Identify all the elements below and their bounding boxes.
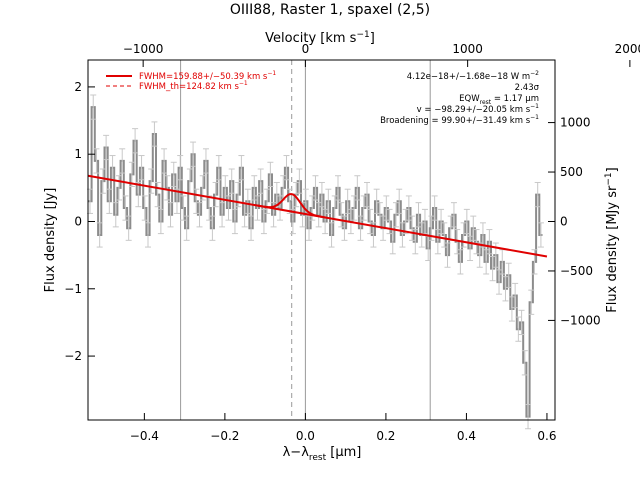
plot-area: −0.4 −0.2 0.0 0.2 0.4 0.6 −2 −1 0 1 2 −1000 0 1000 200… [64,42,640,443]
annotation-flux: 4.12e−18+/−1.68e−18 W m−2 [407,70,539,82]
plot-frame [87,59,556,421]
legend: FWHM=159.88+/−50.39 km s−1 FWHM_th=124.8… [106,70,276,92]
x-tick-label: −0.4 [130,429,159,443]
x-tick-label: 0.4 [457,429,476,443]
legend-label-fwhm-th: FWHM_th=124.82 km s−1 [139,80,248,92]
x-axis-label: λ−λrest [μm] [283,445,362,463]
x-tick-label: 0.0 [296,429,315,443]
x-tick-label: 0.6 [537,429,556,443]
annotation-broadening: Broadening = 99.90+/−31.49 km s−1 [380,114,539,126]
top-tick-label: 2000 [615,42,640,56]
x-tick-label: −0.2 [210,429,239,443]
y-axis-label-right: Flux density [MJy sr−1] [604,167,620,312]
y-tick-label: −1 [64,282,82,296]
annotation-eqw: EQWrest = 1.17 μm [459,94,539,106]
gaussian-fit-line [257,193,326,219]
top-tick-label: 0 [302,42,310,56]
annotation-sigma: 2.43σ [515,83,540,93]
y-tick-label: 2 [74,80,82,94]
y-tick-label: 0 [74,214,82,228]
y-tick-label: −2 [64,349,82,363]
y-tick-label: 1 [74,147,82,161]
legend-label-fwhm: FWHM=159.88+/−50.39 km s−1 [139,70,276,82]
x-tick-label: 0.2 [376,429,395,443]
top-tick-label: −1000 [123,42,164,56]
right-tick-label: 500 [560,165,583,179]
top-tick-label: 1000 [452,42,483,56]
right-tick-label: −500 [560,264,593,278]
top-axis-label: Velocity [km s−1] [265,30,375,46]
y-axis-label-left: Flux density [Jy] [43,188,58,293]
right-tick-label: 0 [560,214,568,228]
right-tick-label: 1000 [560,116,591,130]
right-tick-label: −1000 [560,313,601,327]
fit-annotations: 4.12e−18+/−1.68e−18 W m−2 2.43σ EQWrest … [380,70,540,126]
chart-title: OIII88, Raster 1, spaxel (2,5) [230,2,430,18]
spectrum-line [88,106,543,418]
annotation-velocity: v = −98.29+/−20.05 km s−1 [417,103,540,115]
